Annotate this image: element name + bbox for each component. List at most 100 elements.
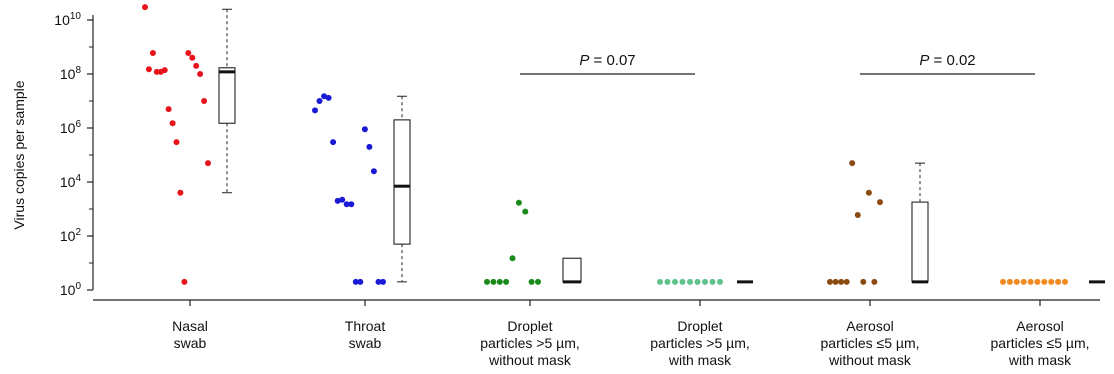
data-point <box>348 201 355 208</box>
x-tick-label: Nasal <box>172 318 208 334</box>
data-point <box>509 255 516 262</box>
x-tick-label: particles >5 µm, <box>650 335 750 351</box>
data-point <box>380 278 386 285</box>
data-point <box>1041 278 1048 285</box>
data-point <box>515 199 522 206</box>
data-point <box>366 143 373 150</box>
data-point <box>177 189 184 196</box>
data-point <box>535 278 541 285</box>
y-axis-label: Virus copies per sample <box>11 80 27 229</box>
data-point <box>832 278 839 285</box>
box-iqr <box>393 119 411 245</box>
data-point <box>657 278 663 285</box>
data-point <box>1034 278 1041 285</box>
data-point <box>1000 278 1006 285</box>
data-point <box>838 278 845 285</box>
data-point <box>334 197 341 204</box>
x-tick-label: without mask <box>828 352 912 368</box>
data-point <box>849 160 856 167</box>
significance-annotations: P = 0.07 P = 0.02 <box>520 52 1035 75</box>
data-point <box>165 106 172 113</box>
data-point <box>1027 278 1034 285</box>
data-point <box>375 278 382 285</box>
data-point <box>189 54 196 61</box>
data-point <box>496 278 503 285</box>
x-tick-label: Aerosol <box>846 318 893 334</box>
data-point <box>321 93 328 100</box>
data-point <box>490 278 497 285</box>
data-point <box>185 50 192 56</box>
data-point <box>871 278 878 285</box>
x-tick-label: Droplet <box>507 318 552 334</box>
category-group <box>1000 278 1105 285</box>
data-point <box>687 278 693 285</box>
data-point <box>1055 278 1062 285</box>
data-point <box>149 50 156 56</box>
data-point <box>843 278 850 285</box>
x-tick-label: particles ≤5 µm, <box>991 335 1090 351</box>
p-value-label: P = 0.02 <box>919 52 975 69</box>
data-point <box>877 199 883 206</box>
data-point <box>312 107 318 114</box>
data-point <box>181 278 188 285</box>
data-point <box>201 98 208 104</box>
category-group <box>142 4 236 285</box>
data-point <box>1062 278 1068 285</box>
y-tick-label: 108 <box>60 65 82 82</box>
category-groups <box>142 4 1105 285</box>
x-tick-label: Droplet <box>677 318 722 334</box>
category-group <box>827 160 929 285</box>
box-iqr <box>911 201 929 283</box>
x-tick-label: swab <box>349 335 382 351</box>
data-point <box>860 278 867 285</box>
data-point <box>1048 278 1055 285</box>
x-tick-label: Throat <box>345 318 386 334</box>
y-tick-label: 1010 <box>54 11 81 28</box>
data-point <box>142 4 148 11</box>
data-point <box>361 126 368 133</box>
data-point <box>854 212 861 218</box>
category-group <box>312 93 411 285</box>
data-point <box>316 98 323 104</box>
data-point <box>343 201 350 208</box>
data-point <box>197 71 204 77</box>
x-tick-label: with mask <box>1008 352 1072 368</box>
data-point <box>672 278 678 285</box>
data-point <box>357 278 364 285</box>
data-point <box>370 168 377 175</box>
x-tick-label: swab <box>174 335 207 351</box>
x-tick-label: with mask <box>668 352 732 368</box>
x-tick-label: without mask <box>488 352 572 368</box>
data-point <box>1006 278 1013 285</box>
data-point <box>161 67 168 74</box>
y-tick-label: 104 <box>60 173 82 190</box>
data-point <box>528 278 535 285</box>
data-point <box>865 189 872 196</box>
y-tick-label: 106 <box>60 119 82 136</box>
data-point <box>145 66 152 73</box>
box-iqr <box>218 67 236 124</box>
data-point <box>330 139 337 146</box>
data-point <box>325 94 332 101</box>
data-point <box>702 278 708 285</box>
data-point <box>193 62 200 69</box>
x-tick-label: particles ≤5 µm, <box>821 335 920 351</box>
data-point <box>1013 278 1020 285</box>
p-value-label: P = 0.07 <box>579 52 635 69</box>
data-point <box>205 160 211 167</box>
box-iqr <box>562 257 582 283</box>
data-point <box>664 278 671 285</box>
x-tick-label: Aerosol <box>1016 318 1063 334</box>
data-point <box>709 278 716 285</box>
data-point <box>717 278 723 285</box>
data-point <box>352 278 359 285</box>
data-point <box>503 278 510 285</box>
data-point <box>522 208 529 215</box>
data-point <box>169 120 176 127</box>
data-point <box>173 139 180 146</box>
y-axis: 100 102 104 106 108 1010 <box>54 11 94 298</box>
y-tick-label: 102 <box>60 227 82 244</box>
category-group <box>657 278 753 285</box>
y-tick-label: 100 <box>60 281 82 298</box>
